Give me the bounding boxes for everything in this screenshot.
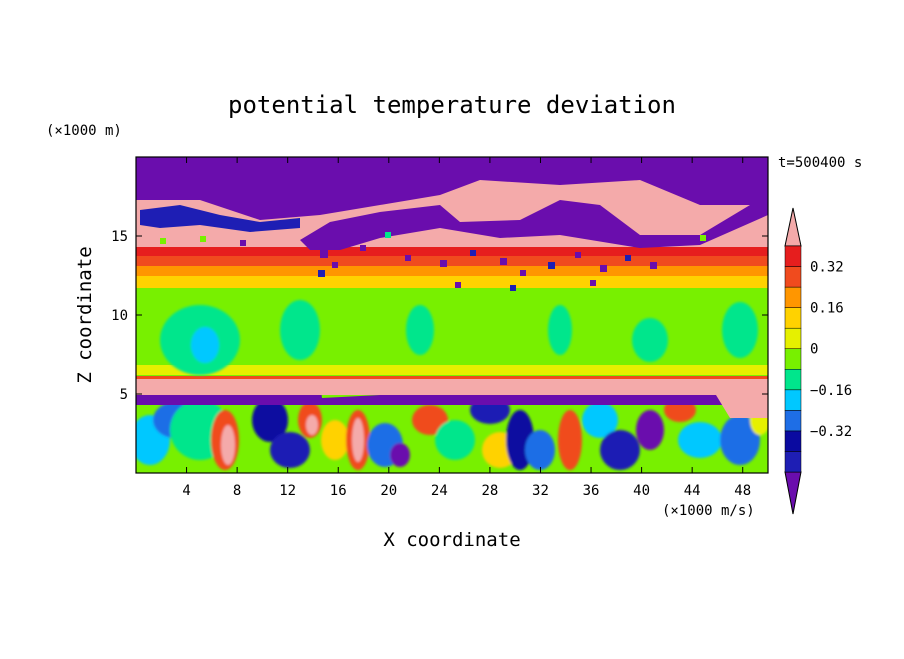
x-tick-label: 36 — [583, 483, 600, 499]
colorbar-segment — [784, 327, 802, 349]
y-axis-ticks: 5 10 15 — [111, 229, 768, 403]
x-tick-label: 12 — [279, 483, 296, 499]
field-band-red — [136, 256, 768, 266]
chart-title: potential temperature deviation — [228, 91, 676, 119]
colorbar-label: 0.32 — [810, 260, 844, 276]
colorbar-label: 0 — [810, 342, 818, 358]
heatmap-field — [136, 157, 768, 473]
field-top-purple — [136, 157, 768, 220]
field-blue-streak — [140, 205, 300, 232]
colorbar-segment — [784, 430, 802, 452]
field-mid-purple-band — [300, 200, 768, 250]
colorbar-segment — [784, 286, 802, 308]
field-inversion-edge — [136, 375, 768, 379]
colorbar-bottom-arrow — [784, 471, 802, 515]
colorbar-segment — [784, 348, 802, 370]
colorbar-segment — [784, 410, 802, 432]
colorbar-segment — [784, 389, 802, 411]
x-tick-label: 32 — [532, 483, 549, 499]
x-axis-label: X coordinate — [383, 529, 520, 551]
colorbar-segment — [784, 451, 802, 473]
y-tick-label: 5 — [120, 387, 128, 403]
x-axis-ticks: 4 8 12 16 20 24 28 32 36 40 44 48 — [182, 157, 751, 499]
field-lower-eddies — [136, 396, 768, 470]
field-band-yellow — [136, 276, 768, 288]
field-pink-patch — [716, 395, 768, 418]
field-band-orange — [136, 266, 768, 276]
x-tick-label: 20 — [380, 483, 397, 499]
field-inversion-band — [136, 378, 768, 395]
y-tick-label: 10 — [111, 308, 128, 324]
field-mid-yellow — [136, 365, 768, 375]
x-tick-label: 24 — [431, 483, 448, 499]
colorbar-segment — [784, 307, 802, 329]
colorbar: 0.32 0.16 0 −0.16 −0.32 — [784, 207, 852, 515]
colorbar-label: −0.16 — [810, 383, 852, 399]
time-label: t=500400 s — [778, 155, 862, 171]
field-mid-cells — [160, 300, 758, 375]
x-tick-label: 28 — [481, 483, 498, 499]
colorbar-segment — [784, 245, 802, 267]
colorbar-segment — [784, 266, 802, 288]
x-tick-label: 16 — [330, 483, 347, 499]
colorbar-top-arrow — [784, 207, 802, 247]
y-unit-label: (×1000 m) — [46, 123, 122, 139]
x-tick-label: 48 — [734, 483, 751, 499]
field-scatter-cells — [160, 232, 706, 291]
x-tick-label: 8 — [233, 483, 241, 499]
x-unit-label: (×1000 m/s) — [662, 503, 755, 519]
y-axis-label: Z coordinate — [74, 246, 96, 383]
colorbar-label: 0.16 — [810, 301, 844, 317]
colorbar-label: −0.32 — [810, 424, 852, 440]
colorbar-segment — [784, 369, 802, 391]
x-tick-label: 40 — [633, 483, 650, 499]
y-tick-label: 15 — [111, 229, 128, 245]
x-tick-label: 4 — [182, 483, 190, 499]
field-band-darkred — [136, 246, 768, 256]
x-tick-label: 44 — [684, 483, 701, 499]
